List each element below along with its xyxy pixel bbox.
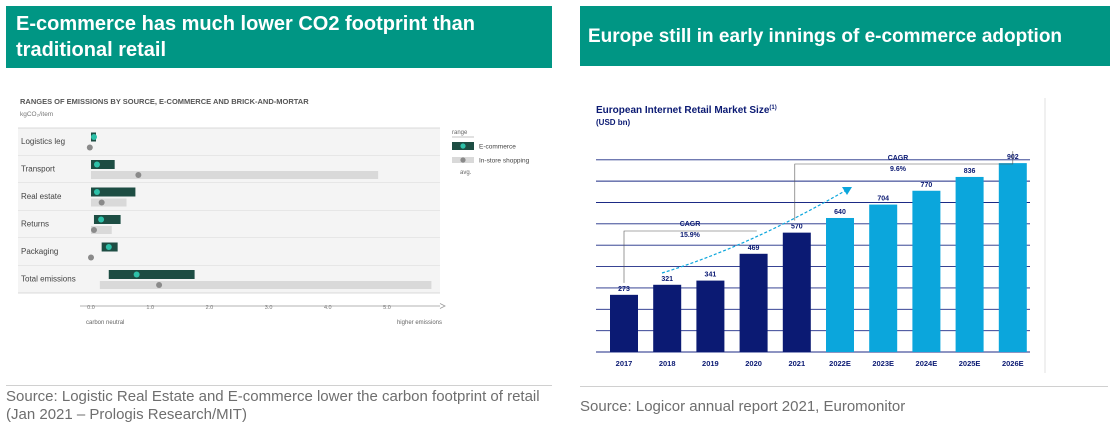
emissions-x-left-caption: carbon neutral bbox=[86, 320, 124, 326]
emissions-row-bg bbox=[18, 210, 440, 238]
instore-avg-point bbox=[156, 282, 163, 288]
emissions-chart-title: RANGES OF EMISSIONS BY SOURCE, E-COMMERC… bbox=[20, 97, 309, 106]
market-value-label: 341 bbox=[705, 272, 717, 279]
left-banner-line2: traditional retail bbox=[16, 39, 167, 61]
cagr1-label: CAGR bbox=[680, 221, 701, 228]
right-source-rule bbox=[580, 386, 1108, 387]
market-year-label: 2018 bbox=[659, 359, 676, 368]
emissions-category-label: Packaging bbox=[21, 247, 58, 256]
emissions-x-tick-label: 5.0 bbox=[383, 305, 391, 311]
emissions-category-label: Total emissions bbox=[21, 275, 76, 284]
ecommerce-avg-point bbox=[93, 189, 100, 195]
market-year-label: 2023E bbox=[872, 359, 894, 368]
market-year-label: 2025E bbox=[959, 359, 981, 368]
ecommerce-range-bar bbox=[91, 160, 115, 169]
legend-instore-label: In-store shopping bbox=[479, 158, 530, 165]
ecommerce-avg-point bbox=[105, 244, 112, 250]
ecommerce-avg-point bbox=[93, 161, 100, 168]
market-bar bbox=[739, 253, 768, 352]
emissions-category-label: Returns bbox=[21, 220, 49, 229]
emissions-category-label: Real estate bbox=[21, 192, 62, 201]
cagr2-bracket bbox=[794, 151, 1014, 221]
left-source: Source: Logistic Real Estate and E-comme… bbox=[6, 388, 540, 423]
instore-avg-point bbox=[90, 227, 97, 233]
market-year-label: 2017 bbox=[616, 359, 633, 368]
left-source-rule bbox=[6, 385, 552, 386]
growth-trend-arrow bbox=[661, 187, 851, 274]
ecommerce-range-bar bbox=[91, 187, 136, 197]
emissions-x-tick-label: 2.0 bbox=[206, 305, 214, 311]
emissions-x-right-caption: higher emissions bbox=[397, 320, 442, 326]
emissions-x-tick-label: 0.0 bbox=[87, 305, 95, 311]
market-bar bbox=[826, 217, 854, 352]
instore-range-bar bbox=[91, 198, 127, 207]
ecommerce-avg-point bbox=[91, 134, 97, 140]
market-value-label: 704 bbox=[877, 196, 889, 203]
market-value-label: 273 bbox=[618, 286, 630, 293]
cagr1-bracket bbox=[623, 230, 757, 283]
emissions-row-bg bbox=[18, 238, 440, 266]
market-bar bbox=[782, 232, 811, 352]
market-year-label: 2019 bbox=[702, 359, 719, 368]
left-banner: E-commerce has much lower CO2 footprint … bbox=[6, 6, 552, 68]
market-bar bbox=[998, 163, 1027, 352]
cagr2-label: CAGR bbox=[888, 155, 909, 162]
market-chart-title: European Internet Retail Market Size(1) bbox=[596, 105, 777, 116]
market-chart-subtitle: (USD bn) bbox=[596, 118, 631, 127]
emissions-range-chart: RANGES OF EMISSIONS BY SOURCE, E-COMMERC… bbox=[18, 97, 530, 326]
market-year-label: 2020 bbox=[745, 359, 762, 368]
emissions-row-bg bbox=[18, 128, 440, 156]
market-bar bbox=[912, 190, 941, 352]
ecommerce-range-bar bbox=[93, 215, 121, 224]
legend-ecommerce-dot bbox=[460, 143, 466, 149]
market-value-label: 570 bbox=[791, 224, 803, 231]
market-bar bbox=[955, 176, 984, 352]
ecommerce-avg-point bbox=[133, 271, 140, 278]
market-value-label: 640 bbox=[834, 209, 846, 216]
market-value-label: 836 bbox=[964, 168, 976, 175]
emissions-unit-label: kgCO₂/item bbox=[20, 111, 53, 118]
cagr1-value: 15.9% bbox=[680, 232, 701, 239]
market-value-label: 321 bbox=[661, 276, 673, 283]
market-value-label: 469 bbox=[748, 245, 760, 252]
market-year-label: 2022E bbox=[829, 359, 851, 368]
instore-avg-point bbox=[98, 199, 105, 206]
ecommerce-avg-point bbox=[98, 216, 105, 223]
emissions-x-tick-label: 3.0 bbox=[265, 305, 273, 311]
emissions-x-tick-label: 1.0 bbox=[146, 305, 154, 311]
market-size-chart: European Internet Retail Market Size(1) … bbox=[596, 98, 1046, 373]
emissions-x-tick-label: 4.0 bbox=[324, 305, 332, 311]
instore-range-bar bbox=[91, 171, 379, 179]
emissions-x-axis-arrow bbox=[439, 303, 446, 309]
market-bar bbox=[610, 294, 638, 352]
right-source: Source: Logicor annual report 2021, Euro… bbox=[580, 398, 906, 415]
ecommerce-range-bar bbox=[108, 270, 195, 279]
legend-title: range bbox=[452, 130, 468, 136]
left-banner-line1: E-commerce has much lower CO2 footprint … bbox=[16, 13, 475, 35]
emissions-category-label: Logistics leg bbox=[21, 137, 65, 146]
instore-avg-point bbox=[135, 172, 142, 178]
market-bar bbox=[696, 280, 725, 352]
emissions-row-bg bbox=[18, 183, 440, 211]
growth-trend-arrowhead bbox=[842, 187, 852, 195]
instore-avg-point bbox=[86, 144, 93, 151]
market-value-label: 770 bbox=[921, 182, 933, 189]
right-banner: Europe still in early innings of e-comme… bbox=[580, 6, 1110, 66]
instore-avg-point bbox=[88, 254, 94, 261]
market-year-label: 2021 bbox=[788, 359, 805, 368]
market-bar bbox=[869, 204, 898, 352]
instore-range-bar bbox=[99, 281, 432, 289]
emissions-category-label: Transport bbox=[21, 165, 56, 174]
instore-range-bar bbox=[91, 226, 112, 234]
market-bar bbox=[653, 284, 682, 352]
market-year-label: 2026E bbox=[1002, 359, 1024, 368]
market-year-label: 2024E bbox=[916, 359, 938, 368]
legend-avg-label: avg. bbox=[460, 170, 472, 176]
legend-ecommerce-label: E-commerce bbox=[479, 144, 516, 151]
cagr2-value: 9.6% bbox=[890, 166, 907, 173]
legend-instore-dot bbox=[460, 157, 466, 163]
